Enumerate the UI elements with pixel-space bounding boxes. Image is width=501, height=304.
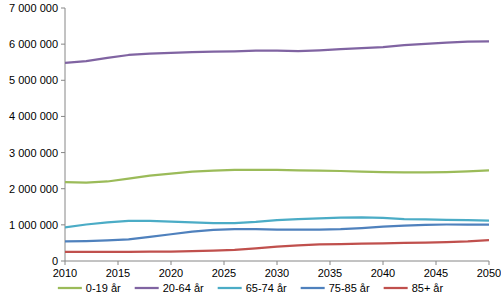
x-tick	[171, 261, 172, 265]
x-tick-label: 2050	[477, 267, 501, 279]
y-tick	[61, 261, 65, 262]
x-tick	[65, 261, 66, 265]
x-tick-label: 2020	[159, 267, 183, 279]
legend-swatch	[58, 287, 82, 289]
x-tick-label: 2045	[424, 267, 448, 279]
y-tick-label: 6 000 000	[9, 38, 58, 50]
x-tick	[277, 261, 278, 265]
x-tick-label: 2030	[265, 267, 289, 279]
legend: 0-19 år 20-64 år 65-74 år 75-85 år 85+ år	[58, 282, 444, 294]
series-line	[65, 41, 489, 63]
x-tick-label: 2025	[212, 267, 236, 279]
x-tick	[489, 261, 490, 265]
y-tick-label: 2 000 000	[9, 183, 58, 195]
legend-label: 65-74 år	[246, 282, 287, 294]
y-tick-label: 1 000 000	[9, 219, 58, 231]
x-tick-label: 2010	[53, 267, 77, 279]
x-tick-label: 2015	[106, 267, 130, 279]
legend-label: 75-85 år	[329, 282, 370, 294]
x-tick-label: 2035	[318, 267, 342, 279]
y-tick	[61, 116, 65, 117]
chart: 0 1 000 000 2 000 000 3 000 000 4 000 000 5 0…	[0, 0, 501, 304]
y-tick-label: 7 000 000	[9, 2, 58, 14]
series-line	[65, 240, 489, 252]
legend-label: 85+ år	[412, 282, 444, 294]
legend-swatch	[384, 287, 408, 289]
x-axis	[65, 261, 489, 262]
legend-swatch	[218, 287, 242, 289]
legend-label: 0-19 år	[86, 282, 121, 294]
y-tick-label: 3 000 000	[9, 147, 58, 159]
series-line	[65, 170, 489, 183]
x-tick	[224, 261, 225, 265]
x-tick	[330, 261, 331, 265]
y-tick	[61, 8, 65, 9]
legend-swatch	[135, 287, 159, 289]
x-tick-label: 2040	[371, 267, 395, 279]
plot-area	[65, 41, 489, 252]
y-axis	[65, 8, 66, 261]
y-tick	[61, 80, 65, 81]
legend-label: 20-64 år	[163, 282, 204, 294]
y-tick	[61, 44, 65, 45]
y-tick-label: 4 000 000	[9, 110, 58, 122]
y-tick	[61, 224, 65, 225]
y-tick	[61, 188, 65, 189]
y-tick-label: 5 000 000	[9, 74, 58, 86]
y-tick-label: 0	[52, 255, 58, 267]
series-line	[65, 225, 489, 242]
legend-swatch	[301, 287, 325, 289]
x-tick	[383, 261, 384, 265]
x-tick	[118, 261, 119, 265]
x-tick	[436, 261, 437, 265]
y-tick	[61, 152, 65, 153]
